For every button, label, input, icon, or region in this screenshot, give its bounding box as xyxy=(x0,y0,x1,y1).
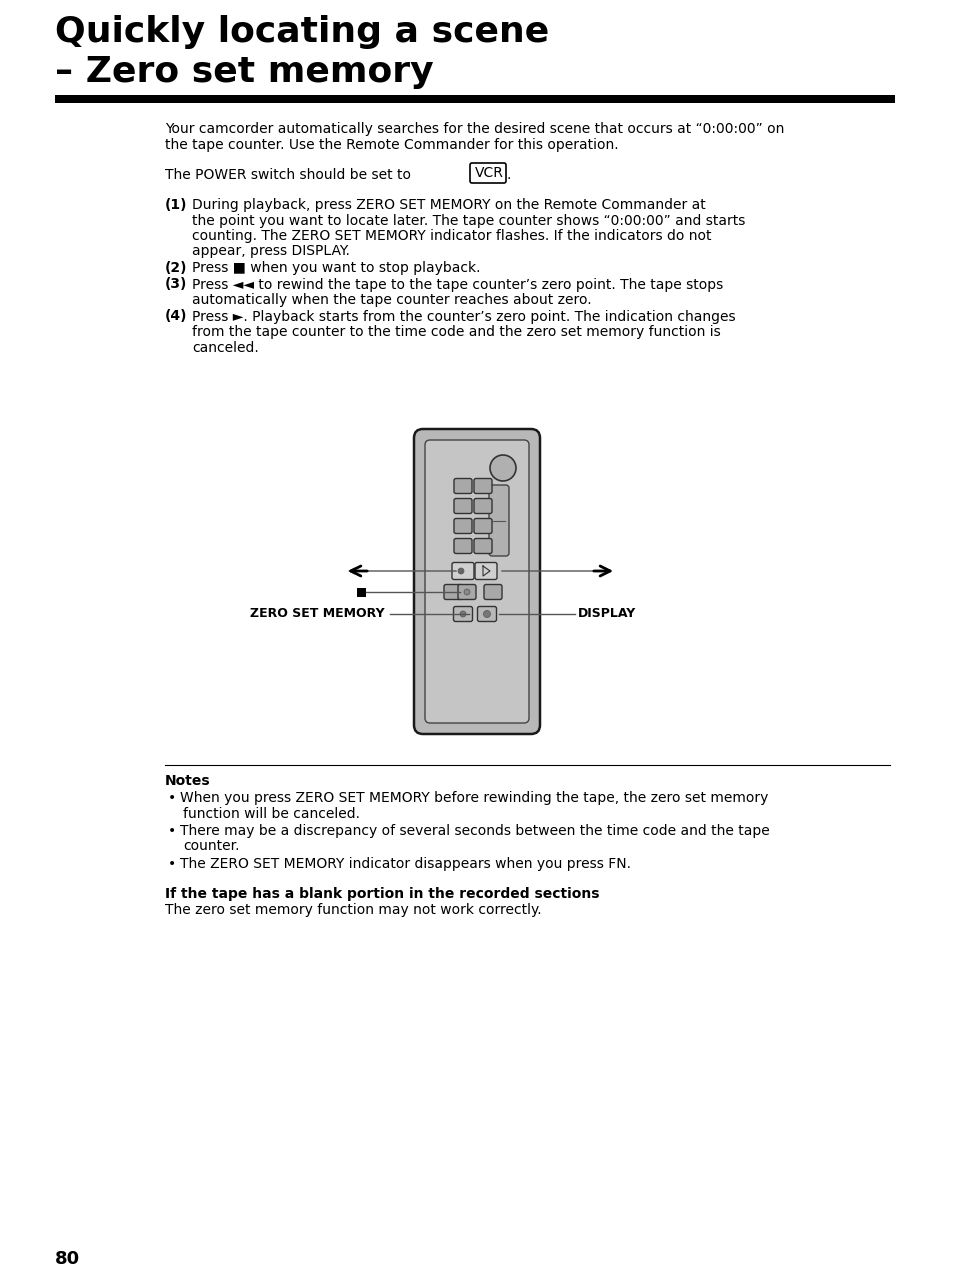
Text: The ZERO SET MEMORY indicator disappears when you press FN.: The ZERO SET MEMORY indicator disappears… xyxy=(180,857,630,871)
FancyBboxPatch shape xyxy=(489,485,509,556)
FancyBboxPatch shape xyxy=(477,606,496,621)
Text: VCR: VCR xyxy=(475,165,503,179)
FancyBboxPatch shape xyxy=(457,584,476,600)
FancyBboxPatch shape xyxy=(474,518,492,533)
Text: 80: 80 xyxy=(55,1250,80,1268)
Text: The POWER switch should be set to: The POWER switch should be set to xyxy=(165,168,411,182)
Text: counter.: counter. xyxy=(183,839,239,853)
Text: function will be canceled.: function will be canceled. xyxy=(183,807,359,821)
Text: There may be a discrepancy of several seconds between the time code and the tape: There may be a discrepancy of several se… xyxy=(180,824,769,838)
Text: .: . xyxy=(506,168,511,182)
FancyBboxPatch shape xyxy=(452,563,474,579)
FancyBboxPatch shape xyxy=(454,479,472,494)
FancyBboxPatch shape xyxy=(443,584,461,600)
Text: During playback, press ZERO SET MEMORY on the Remote Commander at: During playback, press ZERO SET MEMORY o… xyxy=(192,199,705,213)
Text: – Zero set memory: – Zero set memory xyxy=(55,55,434,89)
Text: Your camcorder automatically searches for the desired scene that occurs at “0:00: Your camcorder automatically searches fo… xyxy=(165,122,783,136)
FancyBboxPatch shape xyxy=(474,479,492,494)
Circle shape xyxy=(490,454,516,481)
Text: If the tape has a blank portion in the recorded sections: If the tape has a blank portion in the r… xyxy=(165,887,598,901)
FancyBboxPatch shape xyxy=(474,538,492,554)
Text: ZERO SET MEMORY: ZERO SET MEMORY xyxy=(250,607,385,620)
FancyBboxPatch shape xyxy=(414,429,539,735)
Circle shape xyxy=(483,611,490,617)
Text: from the tape counter to the time code and the zero set memory function is: from the tape counter to the time code a… xyxy=(192,325,720,339)
Text: •: • xyxy=(168,791,176,805)
FancyBboxPatch shape xyxy=(474,499,492,513)
Text: •: • xyxy=(168,824,176,838)
Text: Quickly locating a scene: Quickly locating a scene xyxy=(55,15,549,48)
FancyBboxPatch shape xyxy=(454,518,472,533)
FancyBboxPatch shape xyxy=(453,606,472,621)
Text: •: • xyxy=(168,857,176,871)
Text: Press ■ when you want to stop playback.: Press ■ when you want to stop playback. xyxy=(192,261,480,275)
Text: appear, press DISPLAY.: appear, press DISPLAY. xyxy=(192,244,350,258)
FancyBboxPatch shape xyxy=(424,440,529,723)
Circle shape xyxy=(457,568,463,574)
Circle shape xyxy=(459,611,465,617)
Text: canceled.: canceled. xyxy=(192,340,258,354)
FancyBboxPatch shape xyxy=(55,95,894,103)
Bar xyxy=(357,588,366,597)
Text: the point you want to locate later. The tape counter shows “0:00:00” and starts: the point you want to locate later. The … xyxy=(192,214,744,228)
FancyBboxPatch shape xyxy=(454,538,472,554)
Text: When you press ZERO SET MEMORY before rewinding the tape, the zero set memory: When you press ZERO SET MEMORY before re… xyxy=(180,791,767,805)
Circle shape xyxy=(463,589,470,594)
FancyBboxPatch shape xyxy=(475,563,497,579)
Text: (4): (4) xyxy=(165,309,188,323)
Text: the tape counter. Use the Remote Commander for this operation.: the tape counter. Use the Remote Command… xyxy=(165,137,618,151)
FancyBboxPatch shape xyxy=(454,499,472,513)
Text: Press ►. Playback starts from the counter’s zero point. The indication changes: Press ►. Playback starts from the counte… xyxy=(192,309,735,323)
FancyBboxPatch shape xyxy=(470,163,505,183)
Text: (3): (3) xyxy=(165,278,187,292)
Text: counting. The ZERO SET MEMORY indicator flashes. If the indicators do not: counting. The ZERO SET MEMORY indicator … xyxy=(192,229,711,243)
Text: Notes: Notes xyxy=(165,774,211,788)
Text: Press ◄◄ to rewind the tape to the tape counter’s zero point. The tape stops: Press ◄◄ to rewind the tape to the tape … xyxy=(192,278,722,292)
FancyBboxPatch shape xyxy=(483,584,501,600)
Text: (2): (2) xyxy=(165,261,188,275)
Text: The zero set memory function may not work correctly.: The zero set memory function may not wor… xyxy=(165,903,541,917)
Text: DISPLAY: DISPLAY xyxy=(578,607,636,620)
Text: automatically when the tape counter reaches about zero.: automatically when the tape counter reac… xyxy=(192,293,591,307)
Text: (1): (1) xyxy=(165,199,188,213)
